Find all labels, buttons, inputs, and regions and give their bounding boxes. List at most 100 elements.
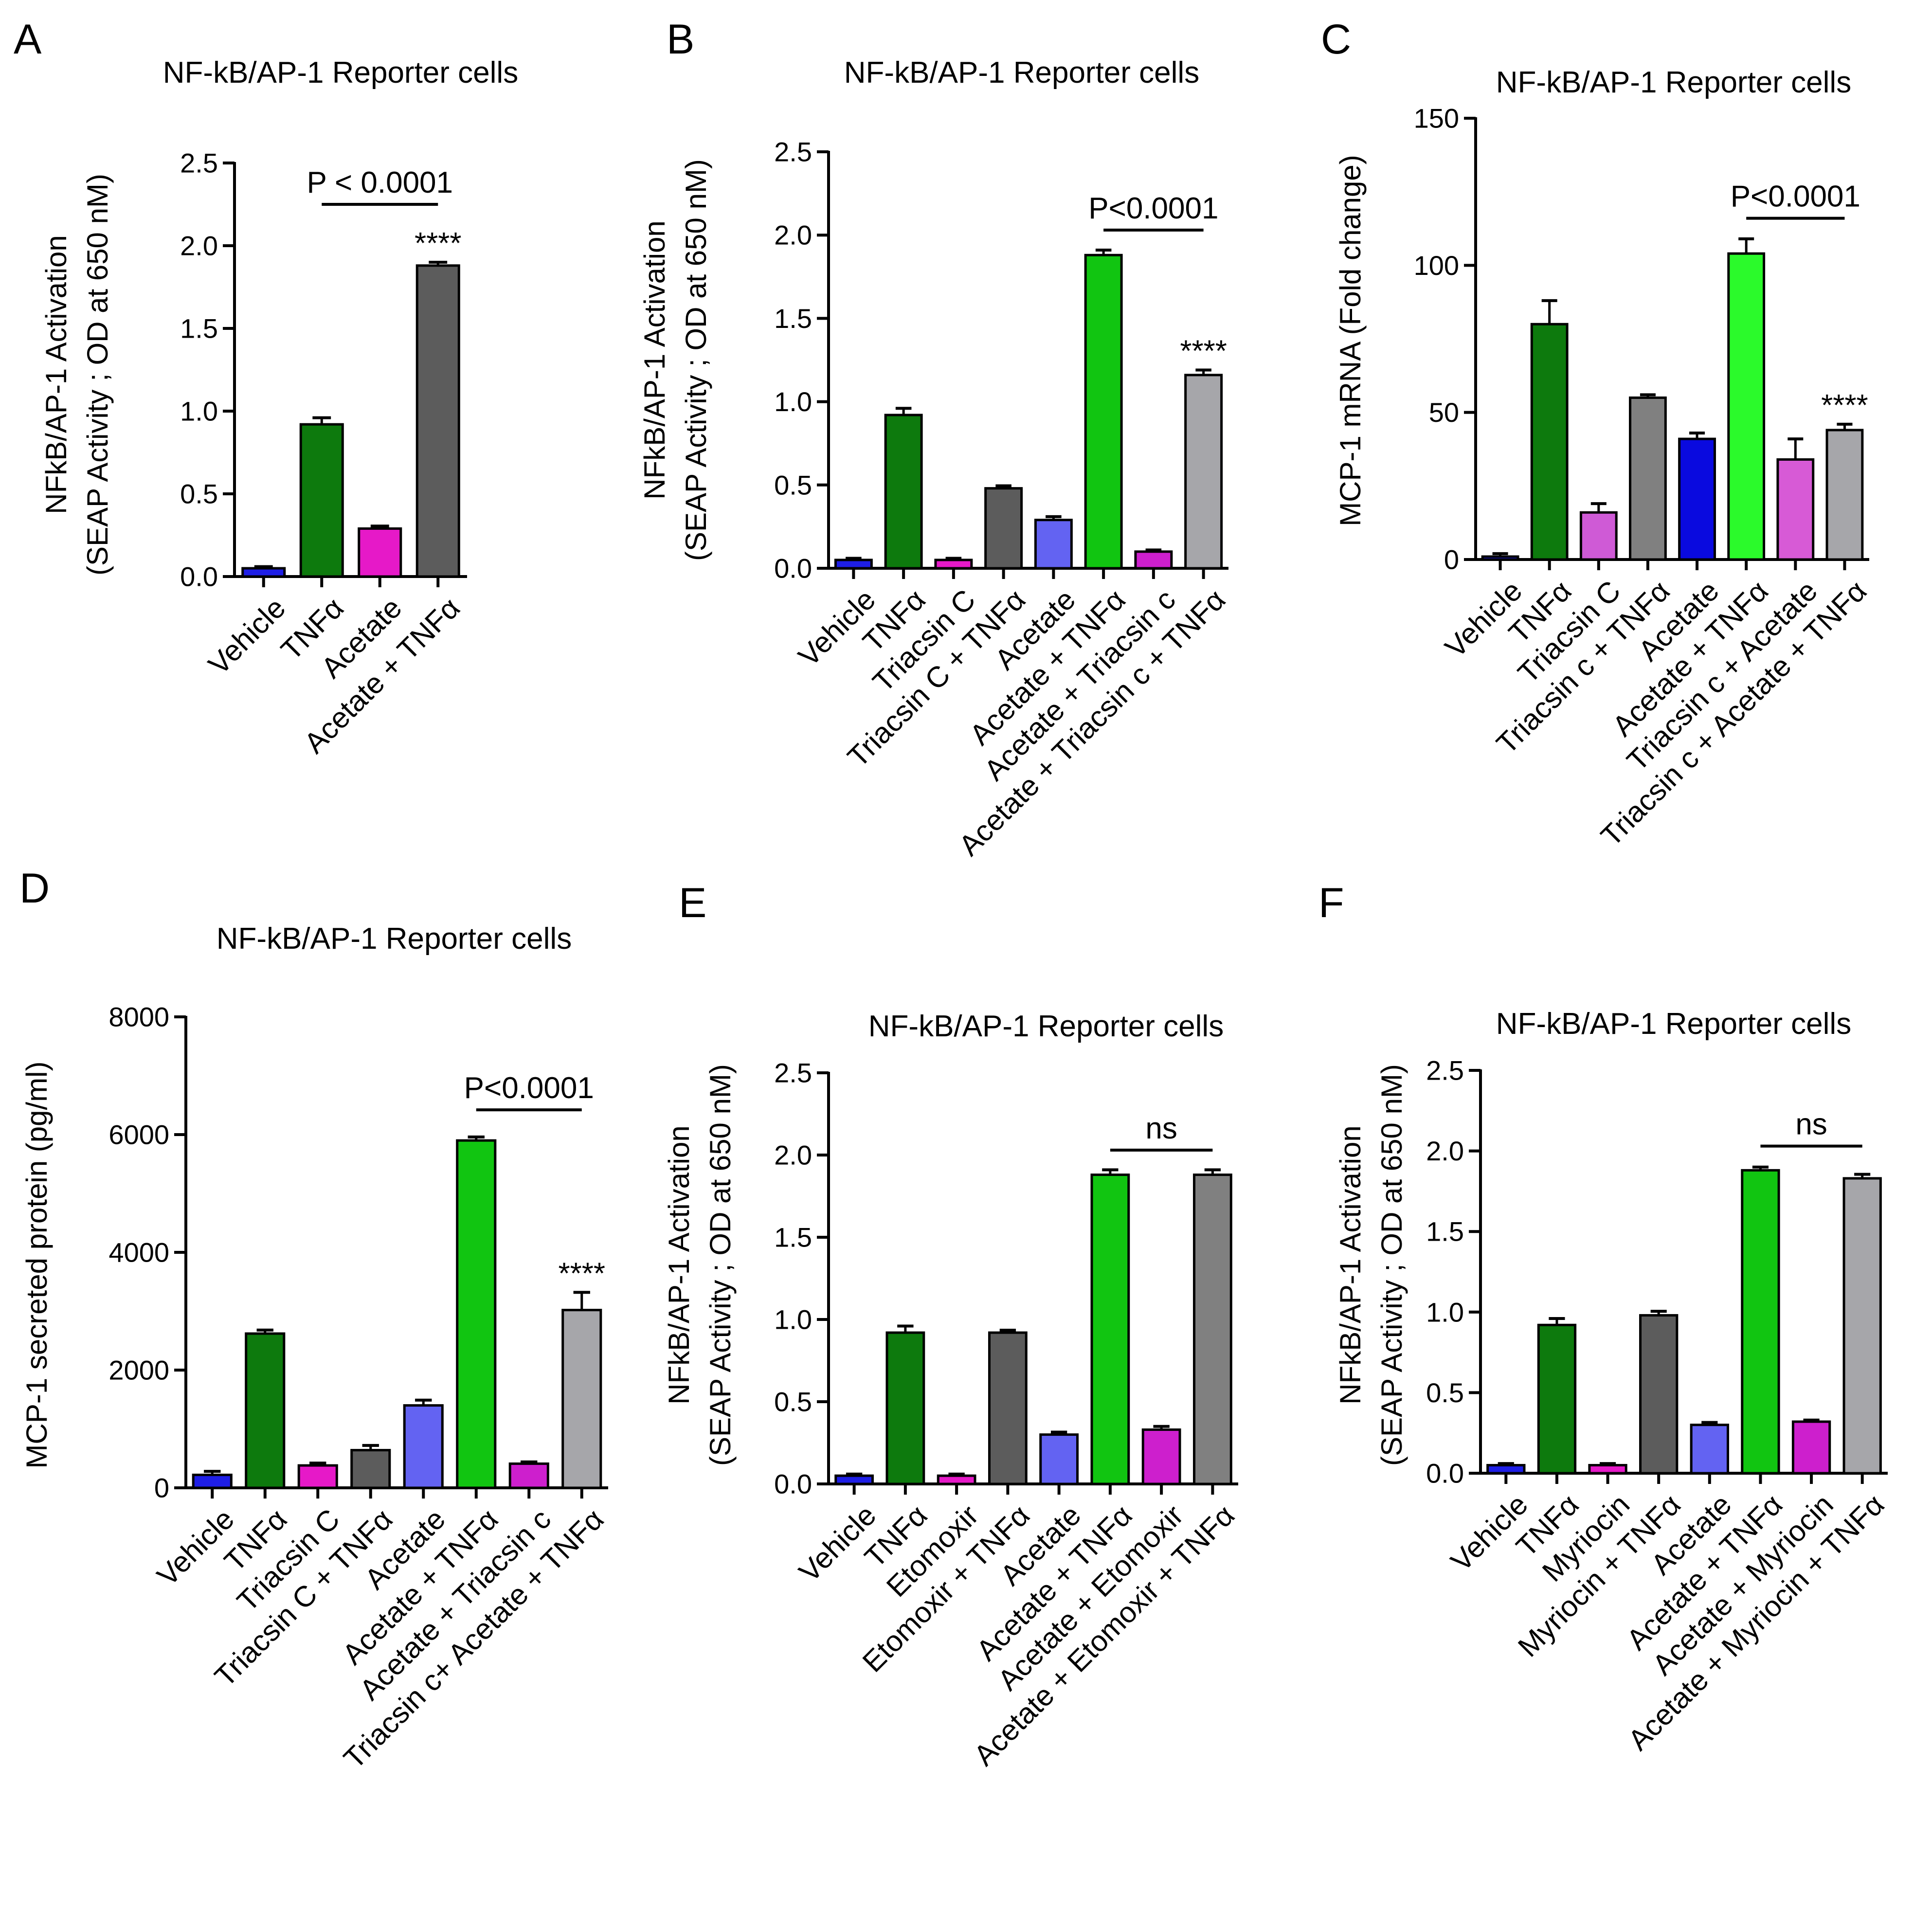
y-tick-label: 0.0 — [1426, 1458, 1464, 1489]
bar — [937, 1474, 976, 1485]
bar — [885, 1331, 925, 1485]
bar — [358, 527, 402, 578]
panel-f: F NF-kB/AP-1 Reporter cells NFkB/AP-1 Acti… — [1318, 880, 1890, 1756]
y-tick-label: 0.5 — [1426, 1377, 1464, 1408]
y-tick-label: 2000 — [108, 1355, 169, 1386]
y-tick-label: 1.5 — [774, 303, 812, 334]
y-tick-label: 2.0 — [774, 220, 812, 251]
y-tick-label: 0.0 — [180, 561, 218, 592]
bar — [1481, 555, 1519, 561]
panel-e: E NF-kB/AP-1 Reporter cells NFkB/AP-1 Acti… — [663, 880, 1241, 1772]
y-tick-label: 1.5 — [1426, 1216, 1464, 1247]
bar — [297, 1464, 338, 1489]
significance-stars: **** — [558, 1257, 605, 1290]
significance-label: P < 0.0001 — [307, 166, 453, 199]
y-tick-label: 0.5 — [774, 470, 812, 500]
y-tick-label: 6000 — [108, 1120, 169, 1150]
panel-b: B NF-kB/AP-1 Reporter cells NFkB/AP-1 Acti… — [638, 16, 1232, 862]
bar — [1192, 1174, 1232, 1485]
y-axis-label: (SEAP Activity ; OD at 650 nM) — [81, 174, 114, 576]
y-tick-label: 1.0 — [774, 386, 812, 417]
bar — [1727, 252, 1766, 561]
bar — [299, 423, 344, 578]
panel-title: NF-kB/AP-1 Reporter cells — [1496, 1007, 1851, 1041]
bar — [415, 264, 460, 578]
panel-letter: C — [1321, 16, 1351, 63]
y-tick-label: 1.0 — [774, 1304, 812, 1335]
y-tick-label: 0 — [154, 1473, 169, 1503]
y-axis-label: NFkB/AP-1 Activation — [663, 1125, 695, 1405]
bar — [350, 1449, 391, 1489]
significance-stars: **** — [1180, 335, 1227, 368]
significance-label: ns — [1795, 1108, 1827, 1141]
panel-title: NF-kB/AP-1 Reporter cells — [217, 922, 572, 956]
y-tick-label: 1.5 — [774, 1222, 812, 1253]
bar — [834, 1474, 874, 1485]
y-axis-label: NFkB/AP-1 Activation — [40, 235, 72, 514]
bar — [988, 1331, 1028, 1485]
bar — [1776, 458, 1815, 561]
panel-letter: F — [1318, 880, 1344, 926]
panel-title: NF-kB/AP-1 Reporter cells — [1496, 66, 1851, 99]
bar — [561, 1309, 602, 1489]
bar — [1141, 1428, 1181, 1485]
panel-title: NF-kB/AP-1 Reporter cells — [868, 1010, 1224, 1043]
panel-title: NF-kB/AP-1 Reporter cells — [163, 56, 518, 90]
bar — [1791, 1420, 1831, 1475]
bar — [1825, 429, 1864, 561]
y-tick-label: 0.5 — [774, 1387, 812, 1417]
panel-letter: B — [667, 16, 694, 63]
bar — [1629, 396, 1667, 561]
panel-letter: D — [19, 865, 50, 912]
bar — [508, 1462, 549, 1489]
y-tick-label: 2.5 — [774, 137, 812, 167]
bar — [1090, 1174, 1130, 1485]
y-tick-label: 2.0 — [774, 1140, 812, 1171]
bar — [1084, 253, 1123, 570]
y-axis-label: MCP-1 mRNA (Fold change) — [1334, 155, 1367, 526]
panel-letter: E — [679, 880, 706, 926]
y-axis-label: MCP-1 secreted protein (pg/ml) — [20, 1062, 53, 1469]
bar — [1537, 1323, 1577, 1475]
y-tick-label: 2.0 — [180, 231, 218, 261]
bar — [192, 1473, 233, 1489]
y-tick-label: 150 — [1414, 103, 1459, 134]
panel-c: C NF-kB/AP-1 Reporter cells MCP-1 mRNA (Fo… — [1321, 16, 1873, 852]
y-axis-label: NFkB/AP-1 Activation — [1334, 1125, 1367, 1405]
bar — [934, 559, 973, 570]
bar — [1530, 323, 1569, 561]
y-axis-label: (SEAP Activity ; OD at 650 nM) — [1375, 1064, 1408, 1466]
bar — [834, 559, 873, 570]
significance-label: P<0.0001 — [1088, 192, 1218, 225]
bar — [1034, 519, 1073, 570]
y-tick-label: 2.5 — [774, 1058, 812, 1088]
y-tick-label: 0 — [1444, 544, 1459, 575]
bar — [1134, 550, 1173, 570]
bar — [1039, 1433, 1079, 1485]
y-tick-label: 100 — [1414, 250, 1459, 281]
y-tick-label: 0.0 — [774, 1469, 812, 1499]
bar — [1184, 374, 1223, 570]
bar — [1678, 437, 1716, 561]
bar — [1588, 1463, 1627, 1475]
bar — [1690, 1424, 1729, 1475]
y-tick-label: 0.5 — [180, 479, 218, 509]
y-tick-label: 1.5 — [180, 313, 218, 344]
y-tick-label: 2.5 — [1426, 1055, 1464, 1086]
y-tick-label: 2.0 — [1426, 1136, 1464, 1166]
panel-d: D NF-kB/AP-1 Reporter cells MCP-1 secreted… — [19, 865, 610, 1775]
y-axis-label: (SEAP Activity ; OD at 650 nM) — [680, 159, 712, 561]
significance-label: ns — [1145, 1112, 1177, 1145]
significance-label: P<0.0001 — [1731, 180, 1860, 214]
bar — [1579, 511, 1618, 561]
y-tick-label: 8000 — [108, 1002, 169, 1032]
y-tick-label: 1.0 — [180, 396, 218, 427]
bar — [984, 487, 1023, 570]
bar — [245, 1332, 286, 1489]
bar — [456, 1139, 497, 1489]
y-axis-label: (SEAP Activity ; OD at 650 nM) — [704, 1064, 737, 1466]
bar — [1486, 1463, 1526, 1475]
category-label: Vehicle — [202, 591, 291, 681]
y-tick-label: 0.0 — [774, 553, 812, 584]
panel-letter: A — [14, 16, 42, 63]
